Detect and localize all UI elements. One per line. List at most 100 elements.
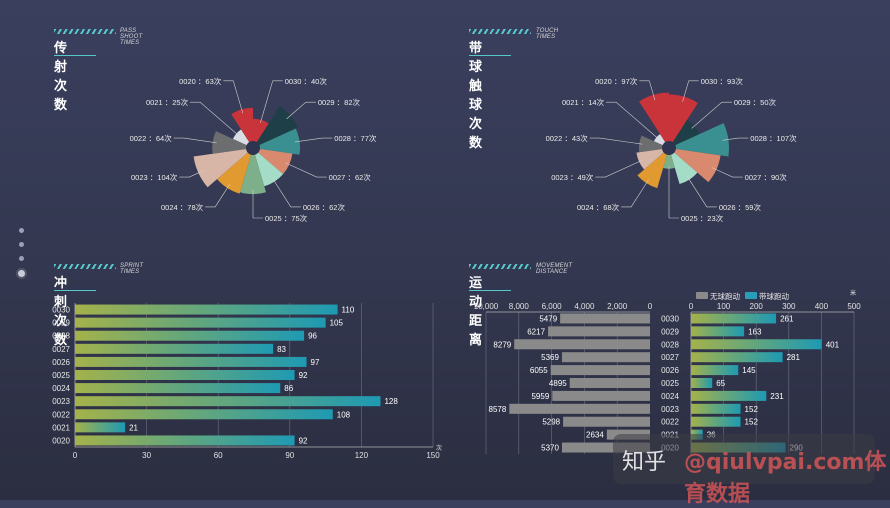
data-label: 83	[277, 345, 286, 354]
rose-slice	[253, 148, 284, 187]
page-indicator	[18, 228, 25, 286]
y-tick-label: 0023	[52, 397, 70, 406]
data-label: 92	[299, 436, 308, 445]
title-stripes	[54, 29, 116, 34]
rose-slice	[669, 148, 721, 183]
rose-slice	[639, 92, 669, 148]
rose-slice	[669, 119, 700, 148]
panel-title: 带球触球次数	[469, 40, 483, 150]
bar	[75, 422, 126, 433]
x-tick-label: 90	[285, 451, 294, 460]
panel-subtitle: MOVEMENT DISTANCE	[536, 263, 573, 275]
rose-slice	[217, 148, 253, 194]
data-label: 65	[716, 379, 725, 388]
rose-slice	[669, 148, 698, 185]
data-label: 2634	[586, 431, 604, 440]
page-dot[interactable]	[19, 242, 24, 247]
title-stripes	[469, 29, 531, 34]
rose-label: 0023 ：104次	[131, 172, 178, 182]
bar-right	[691, 378, 713, 388]
rose-slice	[212, 131, 253, 154]
y-tick-label: 0026	[52, 358, 70, 367]
y-tick-label: 0027	[661, 353, 679, 362]
bar-right	[691, 339, 822, 350]
rose-label: 0027 ：62次	[329, 172, 372, 182]
data-label: 105	[330, 319, 344, 328]
bar-left	[561, 352, 650, 363]
bar-left	[548, 326, 650, 337]
page-dot-active[interactable]	[18, 270, 25, 277]
panel-subtitle: PASS SHOOT TIMES	[120, 28, 143, 46]
rose-label: 0025 ：75次	[265, 213, 308, 223]
y-tick-label: 0030	[52, 306, 70, 315]
rose-label: 0027 ：90次	[745, 172, 788, 182]
rose-leader-line	[252, 189, 263, 219]
x-tick-label: 200	[750, 302, 764, 311]
rose-label: 0025 ：23次	[681, 213, 724, 223]
rose-label: 0026 ：62次	[303, 202, 346, 212]
y-tick-label: 0025	[661, 379, 679, 388]
rose-leader-line	[272, 177, 301, 208]
rose-leader-line	[668, 166, 679, 219]
rose-leader-line	[722, 137, 749, 141]
x-tick-label: 10,000	[474, 302, 499, 311]
rose-slice	[638, 135, 669, 153]
rose-label: 0028 ：77次	[334, 133, 377, 143]
bar-left	[550, 365, 650, 376]
data-label: 21	[129, 423, 138, 432]
legend-label: 无球跑动	[710, 291, 740, 301]
panel-subtitle: SPRINT TIMES	[120, 263, 144, 275]
y-tick-label: 0023	[661, 405, 679, 414]
watermark-box	[613, 434, 875, 484]
page-dot[interactable]	[19, 256, 24, 261]
bar-right	[691, 403, 741, 414]
data-label: 86	[284, 384, 293, 393]
data-label: 152	[745, 405, 759, 414]
data-label: 5298	[542, 418, 560, 427]
rose-leader-line	[621, 179, 649, 208]
rose-leader-line	[223, 80, 244, 114]
rose-leader-line	[190, 101, 239, 136]
data-label: 8279	[493, 340, 511, 349]
rose-label: 0021 ：14次	[562, 97, 605, 107]
title-underline	[54, 290, 96, 291]
rose-leader-line	[606, 101, 658, 139]
rose-label: 0021 ：25次	[146, 97, 189, 107]
rose-leader-line	[589, 137, 643, 145]
x-tick-label: 0	[73, 451, 78, 460]
title-stripes	[54, 264, 116, 269]
bar	[75, 330, 305, 341]
legend-swatch	[745, 292, 757, 299]
y-tick-label: 0028	[661, 340, 679, 349]
rose-label: 0030 ：40次	[285, 76, 328, 86]
rose-slice	[637, 148, 669, 189]
rose-slice	[253, 106, 298, 148]
rose-center-hole	[662, 141, 676, 155]
data-label: 5959	[531, 392, 549, 401]
rose-leader-line	[173, 137, 217, 144]
rose-slice	[663, 148, 675, 169]
bar-right	[691, 390, 767, 401]
page-dot[interactable]	[19, 228, 24, 233]
data-label: 5370	[541, 444, 559, 453]
rose-label: 0023 ：49次	[551, 172, 594, 182]
title-underline	[469, 290, 511, 291]
y-tick-label: 0030	[661, 314, 679, 323]
data-label: 97	[311, 358, 320, 367]
watermark-zhihu: 知乎	[622, 450, 667, 475]
bar-right	[691, 416, 741, 427]
data-label: 5369	[541, 353, 559, 362]
x-unit-label: 米	[850, 289, 856, 297]
x-tick-label: 2,000	[607, 302, 628, 311]
bar	[75, 343, 274, 354]
data-label: 92	[299, 371, 308, 380]
x-tick-label: 150	[426, 451, 440, 460]
bar	[75, 409, 333, 420]
rose-leader-line	[711, 167, 743, 178]
x-unit-label: 次	[436, 444, 442, 452]
panel-subtitle: TOUCH TIMES	[536, 28, 559, 40]
data-label: 8578	[489, 405, 507, 414]
